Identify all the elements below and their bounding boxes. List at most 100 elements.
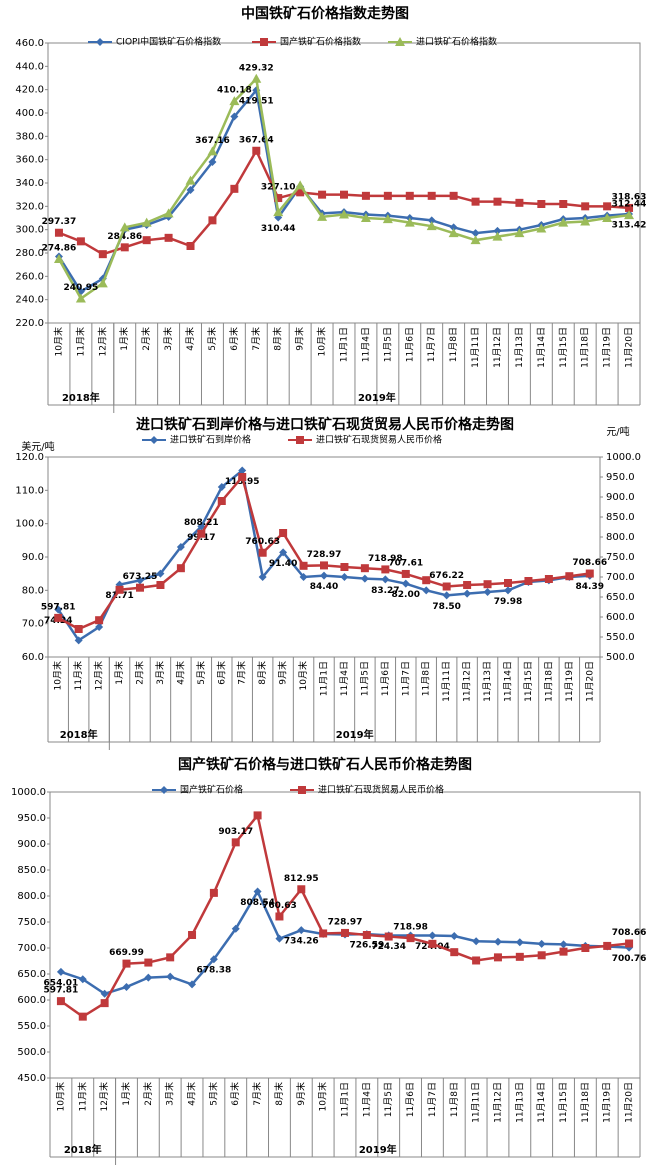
data-label: 724.34 <box>371 942 406 952</box>
x-tick-label: 11月5日 <box>359 661 370 696</box>
marker <box>119 222 130 232</box>
data-label: 678.38 <box>197 966 232 976</box>
y-axis-label: 美元/吨 <box>21 440 54 453</box>
data-label: 808.54 <box>240 898 275 908</box>
x-tick-label: 11月5日 <box>383 1082 394 1117</box>
marker <box>229 96 240 106</box>
marker <box>141 217 152 227</box>
marker <box>231 924 240 933</box>
x-tick-label: 7月末 <box>250 327 262 351</box>
x-tick-label: 10月末 <box>316 327 328 356</box>
marker <box>544 575 553 583</box>
data-label: 99.17 <box>187 533 215 543</box>
marker <box>448 228 459 238</box>
marker <box>558 217 569 227</box>
marker <box>156 581 165 589</box>
x-tick-label: 1月末 <box>118 327 130 351</box>
y-tick-label: 440.0 <box>15 61 44 72</box>
marker <box>381 565 390 574</box>
marker <box>340 573 349 581</box>
x-tick-label: 11月末 <box>74 327 86 356</box>
x-tick-label: 11月13日 <box>482 661 493 702</box>
marker <box>472 937 481 946</box>
x-tick-label: 9月末 <box>294 327 306 351</box>
data-label: 597.81 <box>44 986 79 996</box>
x-tick-label: 11月末 <box>76 1082 88 1111</box>
y-tick-label: 600.0 <box>17 995 46 1006</box>
data-label: 760.63 <box>245 537 280 547</box>
marker <box>209 955 218 964</box>
x-tick-label: 11月1日 <box>340 1082 351 1117</box>
marker <box>362 931 371 939</box>
marker <box>504 586 512 595</box>
marker <box>524 577 533 585</box>
marker <box>100 999 109 1008</box>
x-group-label: 2019年 <box>359 1143 397 1156</box>
marker <box>492 231 503 241</box>
marker <box>514 228 525 238</box>
y2-tick-label: 850.0 <box>606 512 635 523</box>
x-tick-label: 11月15日 <box>558 1082 569 1123</box>
marker <box>426 221 437 231</box>
series-line <box>60 812 630 1019</box>
marker <box>515 198 524 207</box>
data-label: 669.99 <box>109 948 144 958</box>
data-label: 318.63 <box>612 192 647 202</box>
y-tick-label: 220.0 <box>15 318 44 329</box>
marker <box>78 975 87 984</box>
x-tick-label: 11月4日 <box>361 1082 372 1117</box>
marker <box>449 191 458 200</box>
marker <box>580 216 591 226</box>
marker <box>565 572 574 581</box>
data-label: 78.50 <box>432 602 460 612</box>
marker <box>405 191 414 200</box>
x-tick-label: 8月末 <box>272 327 284 351</box>
marker <box>163 208 174 218</box>
data-label: 82.00 <box>392 590 420 600</box>
marker <box>361 191 370 200</box>
y-tick-label: 80.0 <box>22 585 44 596</box>
data-label: 808.21 <box>184 518 219 528</box>
x-group-label: 2018年 <box>60 728 98 741</box>
x-tick-label: 2月末 <box>140 327 152 351</box>
marker <box>493 226 502 235</box>
marker <box>74 636 83 645</box>
x-tick-label: 8月末 <box>256 661 268 685</box>
marker <box>449 223 458 232</box>
marker <box>483 580 492 589</box>
marker <box>230 184 239 193</box>
data-label: 676.22 <box>429 571 464 581</box>
data-label: 718.98 <box>393 923 428 933</box>
marker <box>406 934 415 943</box>
marker <box>98 250 107 259</box>
data-label: 707.61 <box>388 558 423 568</box>
x-tick-label: 11月18日 <box>580 1082 591 1123</box>
x-tick-label: 4月末 <box>184 327 196 351</box>
x-tick-label: 11月19日 <box>564 661 575 702</box>
x-tick-label: 11月19日 <box>602 1082 613 1123</box>
data-label: 410.18 <box>217 86 252 96</box>
y-tick-label: 950.0 <box>17 813 46 824</box>
marker <box>472 956 481 965</box>
marker <box>581 944 590 952</box>
y2-tick-label: 650.0 <box>606 592 635 603</box>
x-tick-label: 11月14日 <box>536 327 547 368</box>
marker <box>78 1012 87 1021</box>
data-label: 327.10 <box>261 183 296 193</box>
x-tick-label: 11月7日 <box>426 327 437 362</box>
x-tick-label: 11月6日 <box>380 661 391 696</box>
marker <box>253 811 262 820</box>
marker <box>463 581 472 589</box>
data-label: 79.98 <box>494 597 522 607</box>
legend-label: 国产铁矿石价格 <box>180 784 243 796</box>
marker <box>120 243 129 252</box>
data-label: 419.51 <box>239 97 274 107</box>
y-tick-label: 550.0 <box>17 1021 46 1032</box>
data-label: 81.71 <box>105 591 133 601</box>
marker <box>537 951 546 960</box>
marker <box>275 934 284 943</box>
x-tick-label: 11月11日 <box>471 1082 482 1123</box>
marker <box>160 786 168 794</box>
x-tick-label: 10月末 <box>52 661 64 690</box>
marker <box>231 838 240 847</box>
